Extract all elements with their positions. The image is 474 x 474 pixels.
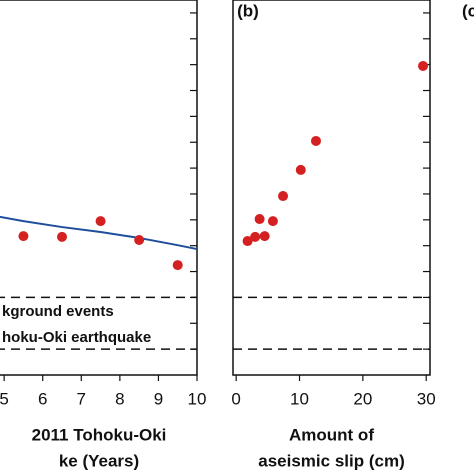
data-point — [278, 191, 289, 202]
x-tick-label: 10 — [290, 389, 309, 408]
x-tick-label: 9 — [154, 389, 163, 408]
x-tick-label: 8 — [115, 389, 124, 408]
data-point — [418, 60, 429, 71]
data-point — [18, 231, 29, 242]
data-point — [242, 236, 253, 247]
legend-label: hoku-Oki earthquake — [2, 329, 151, 346]
x-tick-label: 10 — [188, 389, 207, 408]
x-tick-label: 20 — [353, 389, 372, 408]
data-point — [259, 231, 270, 242]
x-tick-label: 0 — [231, 389, 240, 408]
data-point — [250, 231, 261, 242]
data-point — [172, 260, 183, 271]
data-point — [310, 135, 321, 146]
plot-frame — [0, 0, 198, 376]
data-point — [95, 216, 106, 227]
data-point — [254, 214, 265, 225]
x-axis-label: ke (Years) — [59, 451, 139, 470]
x-tick-label: 7 — [77, 389, 86, 408]
panel-title: (b) — [237, 1, 259, 20]
x-axis-label: 2011 Tohoku-Oki — [32, 425, 167, 444]
legend-label: kground events — [2, 303, 114, 320]
data-point — [134, 235, 145, 245]
plot-frame — [232, 0, 431, 376]
x-tick-label: 6 — [38, 389, 47, 408]
data-point — [267, 216, 278, 227]
x-tick-label: 5 — [0, 389, 9, 408]
x-axis-label: aseismic slip (cm) — [258, 451, 404, 470]
x-axis-label: Amount of — [289, 425, 374, 444]
next-panel-label: (c — [462, 1, 474, 20]
fit-line — [0, 215, 198, 251]
x-tick-label: 30 — [417, 389, 436, 408]
data-point — [57, 231, 67, 242]
data-point — [295, 164, 306, 175]
